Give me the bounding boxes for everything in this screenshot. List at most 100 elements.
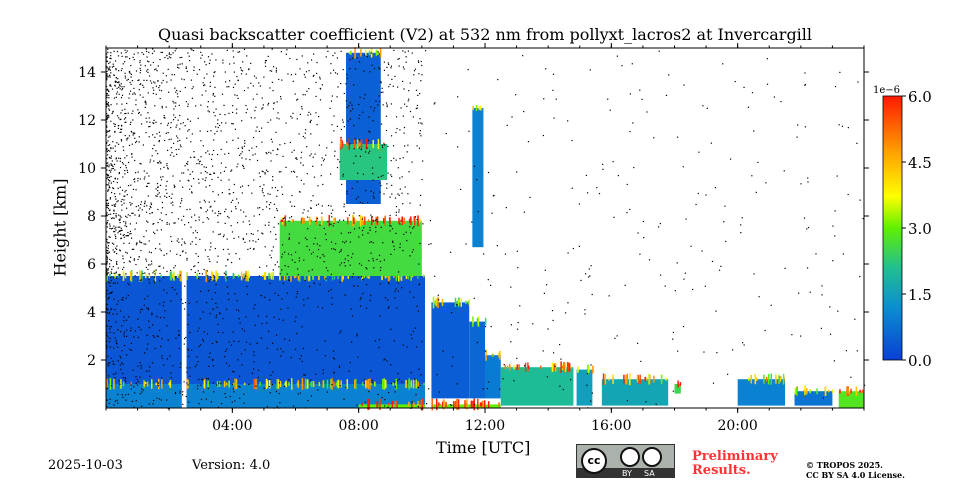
noise-dot bbox=[161, 107, 163, 109]
noise-dot bbox=[236, 94, 238, 97]
noise-dot bbox=[209, 184, 211, 187]
noise-dot bbox=[140, 69, 142, 72]
noise-dot bbox=[302, 347, 305, 350]
noise-dot bbox=[205, 211, 207, 213]
noise-dot bbox=[120, 131, 122, 133]
heatmap-edge bbox=[850, 388, 852, 394]
noise-dot bbox=[159, 184, 162, 186]
heatmap-edge bbox=[172, 273, 174, 279]
noise-dot bbox=[477, 211, 479, 213]
noise-dot bbox=[244, 140, 246, 142]
noise-dot bbox=[292, 112, 294, 114]
noise-dot bbox=[755, 191, 757, 193]
noise-dot bbox=[372, 257, 374, 260]
heatmap-edge bbox=[355, 219, 357, 223]
noise-dot bbox=[121, 125, 123, 127]
noise-dot bbox=[309, 155, 311, 157]
noise-dot bbox=[275, 67, 278, 69]
noise-dot bbox=[324, 340, 326, 342]
noise-dot bbox=[416, 219, 418, 221]
noise-dot bbox=[116, 87, 118, 89]
noise-dot bbox=[672, 331, 675, 334]
heatmap-edge bbox=[180, 270, 182, 282]
noise-dot bbox=[266, 406, 268, 408]
noise-dot bbox=[364, 93, 366, 96]
noise-dot bbox=[125, 273, 127, 275]
noise-dot bbox=[121, 162, 124, 164]
noise-dot bbox=[146, 220, 148, 222]
heatmap-edge bbox=[457, 299, 460, 306]
noise-dot bbox=[138, 136, 140, 138]
noise-dot bbox=[180, 146, 182, 148]
noise-dot bbox=[207, 150, 209, 152]
noise-dot bbox=[585, 174, 588, 177]
noise-dot bbox=[143, 304, 145, 306]
heatmap-edge bbox=[467, 301, 469, 304]
noise-dot bbox=[334, 52, 336, 54]
noise-dot bbox=[321, 84, 323, 86]
heatmap-edge bbox=[504, 364, 507, 370]
noise-dot bbox=[251, 372, 254, 374]
noise-dot bbox=[295, 316, 297, 318]
noise-dot bbox=[331, 216, 333, 218]
noise-dot bbox=[264, 172, 266, 174]
heatmap-edge bbox=[498, 402, 500, 407]
noise-dot bbox=[420, 122, 422, 124]
noise-dot bbox=[116, 142, 118, 144]
noise-dot bbox=[197, 385, 199, 387]
noise-dot bbox=[159, 243, 161, 245]
noise-dot bbox=[112, 373, 115, 375]
noise-dot bbox=[166, 149, 169, 151]
noise-dot bbox=[130, 65, 132, 67]
noise-dot bbox=[268, 224, 270, 226]
noise-dot bbox=[174, 265, 176, 267]
noise-dot bbox=[121, 204, 123, 206]
heatmap-edge bbox=[470, 400, 473, 409]
noise-dot bbox=[109, 337, 111, 340]
noise-dot bbox=[590, 400, 592, 402]
noise-dot bbox=[110, 57, 112, 60]
noise-dot bbox=[106, 78, 108, 80]
noise-dot bbox=[330, 212, 332, 214]
noise-dot bbox=[368, 130, 370, 132]
noise-dot bbox=[414, 68, 417, 70]
noise-dot bbox=[179, 206, 181, 208]
heatmap-edge bbox=[636, 375, 639, 383]
noise-dot bbox=[262, 192, 264, 194]
noise-dot bbox=[152, 399, 155, 402]
noise-dot bbox=[315, 95, 317, 98]
noise-dot bbox=[118, 86, 120, 88]
noise-dot bbox=[287, 253, 290, 255]
noise-dot bbox=[115, 272, 117, 274]
heatmap-edge bbox=[276, 379, 279, 389]
noise-dot bbox=[121, 298, 123, 301]
noise-dot bbox=[108, 341, 111, 343]
noise-dot bbox=[310, 207, 312, 209]
noise-dot bbox=[173, 108, 175, 110]
noise-dot bbox=[143, 205, 145, 207]
noise-dot bbox=[421, 64, 423, 67]
noise-dot bbox=[272, 176, 274, 178]
noise-dot bbox=[542, 350, 544, 352]
noise-dot bbox=[112, 147, 114, 149]
noise-dot bbox=[372, 220, 374, 222]
noise-dot bbox=[144, 65, 146, 67]
noise-dot bbox=[250, 82, 252, 84]
noise-dot bbox=[207, 255, 209, 258]
noise-dot bbox=[160, 212, 162, 214]
noise-dot bbox=[163, 254, 165, 256]
noise-dot bbox=[150, 206, 152, 209]
noise-dot bbox=[301, 106, 303, 108]
noise-dot bbox=[270, 201, 272, 204]
noise-dot bbox=[173, 222, 175, 224]
noise-dot bbox=[171, 74, 173, 76]
noise-dot bbox=[409, 202, 411, 204]
heatmap-edge bbox=[113, 378, 115, 390]
noise-dot bbox=[153, 336, 155, 338]
noise-dot bbox=[282, 351, 284, 353]
heatmap-edge bbox=[122, 271, 125, 281]
noise-dot bbox=[523, 110, 525, 113]
noise-dot bbox=[182, 391, 184, 393]
noise-dot bbox=[149, 264, 151, 266]
noise-dot bbox=[392, 240, 394, 242]
